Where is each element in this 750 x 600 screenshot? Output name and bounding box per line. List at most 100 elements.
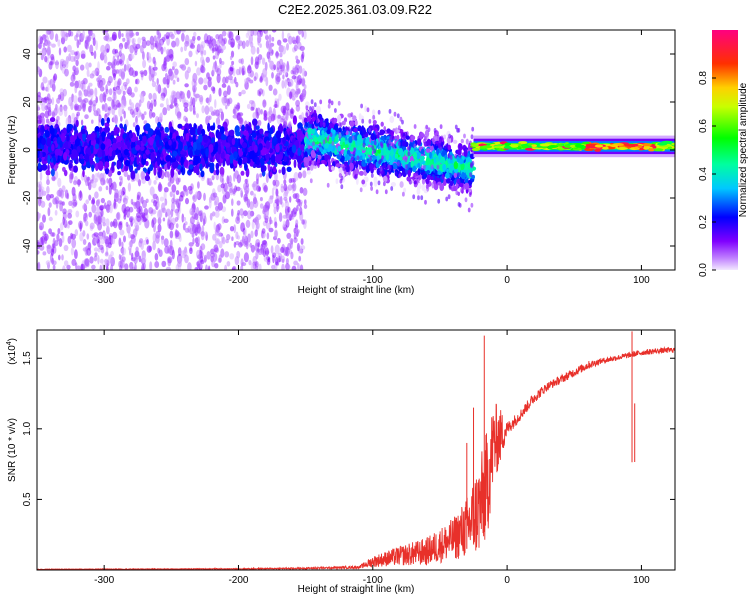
spectrogram-cell xyxy=(458,153,462,158)
spectrogram-cell xyxy=(94,143,100,150)
spectrogram-cell xyxy=(96,173,100,177)
spectrogram-cell xyxy=(253,199,259,208)
spectrogram-cell xyxy=(439,124,443,129)
spectrogram-cell xyxy=(97,160,104,171)
spectrogram-cell xyxy=(198,77,204,85)
spectrogram-cell xyxy=(61,254,64,261)
spectrogram-cell xyxy=(373,140,377,146)
spectrogram-cell xyxy=(99,244,104,250)
spectrogram-cell xyxy=(83,212,88,222)
spectrogram-cell xyxy=(316,118,319,124)
spectrogram-cell xyxy=(188,123,192,130)
spectrogram-cell xyxy=(171,40,177,48)
spectrogram-cell xyxy=(445,177,451,184)
spectrogram-cell xyxy=(240,265,244,270)
spectrogram-cell xyxy=(212,55,216,60)
spectrogram-cell xyxy=(136,140,142,146)
spectrogram-cell xyxy=(297,147,301,157)
spectrogram-cell xyxy=(269,60,275,70)
spectrogram-cell xyxy=(44,96,49,101)
spectrogram-cell xyxy=(309,178,313,184)
spectrogram-cell xyxy=(209,163,215,174)
spectrogram-cell xyxy=(106,226,110,235)
spectrogram-cell xyxy=(180,30,186,33)
spectrogram-cell xyxy=(108,88,113,96)
spectrogram-cell xyxy=(301,68,306,77)
spectrogram-cell xyxy=(369,181,373,187)
spectrogram-cell xyxy=(236,102,240,112)
spectrogram-cell xyxy=(51,97,55,106)
spectrogram-cell xyxy=(203,192,206,201)
spectrogram-cell xyxy=(76,145,81,153)
spectrogram-cell xyxy=(60,36,66,45)
spectrogram-cell xyxy=(297,262,300,270)
spectrogram-cell xyxy=(167,181,172,187)
spectrogram-cell xyxy=(180,46,184,53)
spectrogram-cell xyxy=(205,264,208,270)
spectrogram-cell xyxy=(44,124,48,131)
spectrogram-cell xyxy=(102,49,107,57)
spectrogram-cell xyxy=(438,138,442,144)
spectrogram-cell xyxy=(221,44,226,51)
spectrogram-cell xyxy=(111,161,115,171)
spectrogram-cell xyxy=(104,252,109,257)
spectrogram-cell xyxy=(291,36,296,44)
spectrogram-cell xyxy=(261,57,266,65)
spectrogram-cell xyxy=(123,214,127,220)
spectrogram-cell xyxy=(288,178,293,184)
spectrogram-cell xyxy=(171,94,175,100)
spectrogram-cell xyxy=(42,86,45,91)
spectrogram-cell xyxy=(89,98,93,108)
spectrogram-cell xyxy=(396,161,400,167)
spectrogram-cell xyxy=(298,201,303,208)
spectrogram-cell xyxy=(38,212,42,219)
spectrogram-cell xyxy=(63,108,68,118)
spectrogram-cell xyxy=(420,165,424,171)
spectrogram-cell xyxy=(138,134,143,141)
spectrogram-cell xyxy=(216,73,221,84)
spectrogram-cell xyxy=(231,267,236,270)
spectrogram-cell xyxy=(52,75,56,84)
spectrogram-cell xyxy=(420,157,424,163)
spectrogram-cell xyxy=(152,66,158,71)
spectrogram-cell xyxy=(239,208,244,216)
spectrogram-cell xyxy=(301,93,306,100)
spectrogram-cell xyxy=(460,138,464,144)
spectrogram-cell xyxy=(247,233,251,243)
spectrogram-cell xyxy=(177,202,180,212)
spectrogram-cell xyxy=(46,244,51,249)
spectrogram-cell xyxy=(278,93,282,102)
spectrogram-cell xyxy=(176,77,180,82)
spectrogram-cell xyxy=(105,185,109,191)
spectrogram-cell xyxy=(388,155,392,162)
spectrogram-cell xyxy=(218,241,223,249)
spectrogram-cell xyxy=(316,147,319,153)
spectrogram-cell xyxy=(277,39,282,46)
spectrogram-cell xyxy=(237,43,240,50)
spectrogram-cell xyxy=(250,262,256,270)
spectrogram-cell xyxy=(130,156,135,162)
spectrogram-cell xyxy=(423,142,427,148)
spectrogram-cell xyxy=(92,37,96,47)
spectrogram-cell xyxy=(407,169,411,178)
spectrogram-cell xyxy=(217,113,221,119)
spectrogram-cell xyxy=(94,191,99,199)
spectrogram-cell xyxy=(165,208,171,217)
spectrogram-cell xyxy=(183,44,187,52)
spectrogram-cell xyxy=(421,148,425,155)
spectrogram-cell xyxy=(162,217,166,222)
spectrogram-cell xyxy=(271,72,274,79)
spectrogram-cell xyxy=(246,125,250,131)
spectrogram-cell xyxy=(350,112,354,117)
spectrogram-cell xyxy=(207,265,211,270)
spectrogram-cell xyxy=(50,127,55,136)
spectrogram-cell xyxy=(276,60,281,71)
spectrogram-cell xyxy=(223,126,228,132)
spectrogram-cell xyxy=(258,263,262,270)
spectrogram-cell xyxy=(310,149,316,158)
spectrogram-cell xyxy=(70,247,74,256)
spectrogram-cell xyxy=(148,109,153,119)
spectrogram-cell xyxy=(231,208,234,217)
spectrogram-cell xyxy=(169,230,174,239)
spectrogram-cell xyxy=(61,132,66,143)
